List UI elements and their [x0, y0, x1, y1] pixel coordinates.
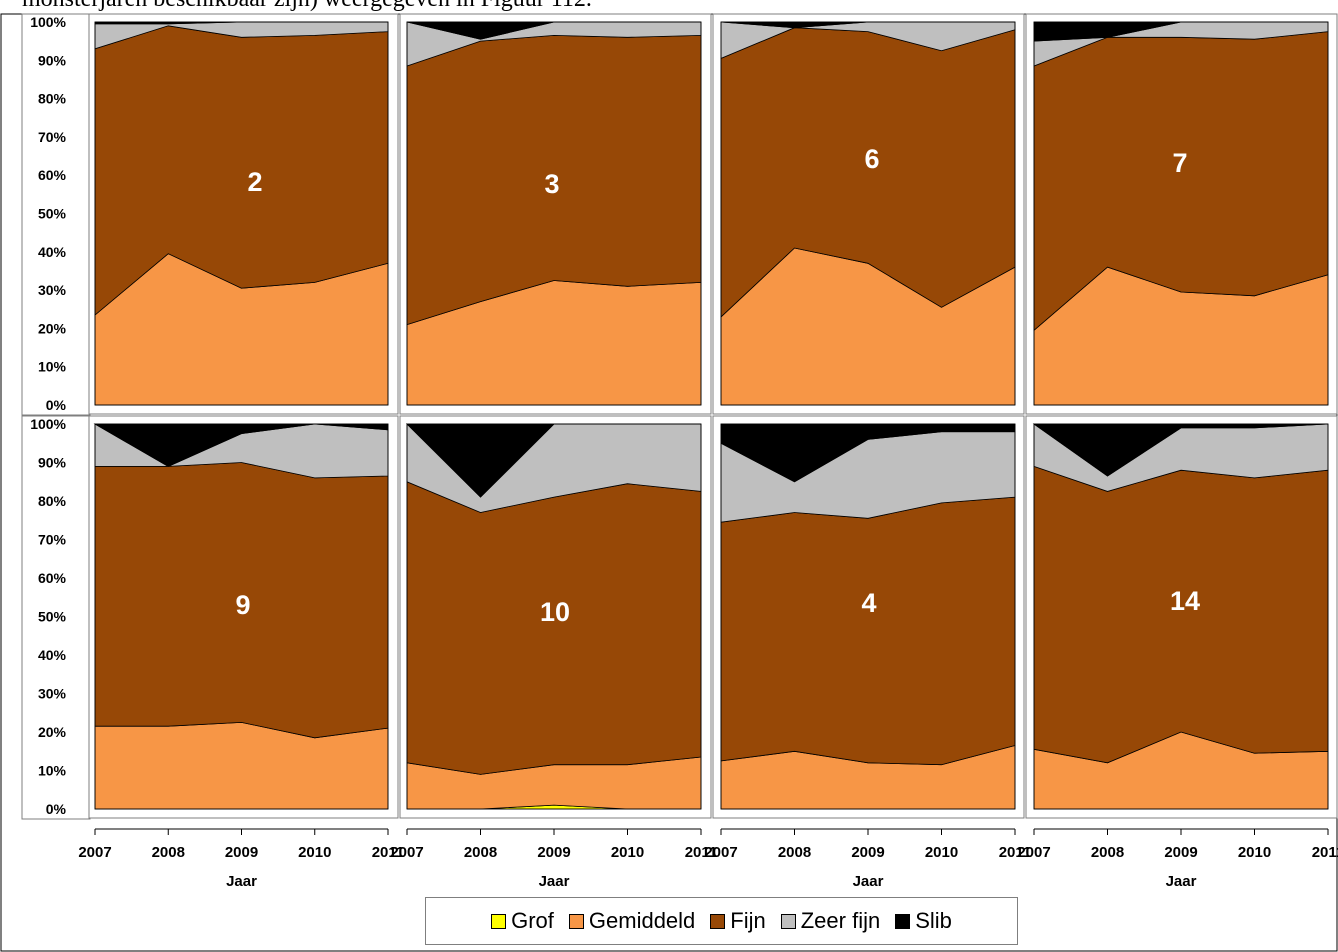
legend-item-fijn: Fijn	[710, 908, 766, 934]
plot-area-border	[720, 423, 1016, 810]
y-tick-label: 90%	[38, 52, 67, 68]
y-tick-label: 0%	[46, 801, 67, 817]
x-tick-label: 2007	[390, 844, 423, 861]
x-tick-label: 2010	[298, 844, 331, 861]
area-fijn	[94, 25, 389, 316]
legend-swatch-grof	[491, 913, 507, 929]
legend: Grof Gemiddeld Fijn Zeer fijn Slib	[425, 897, 1018, 945]
legend-item-zeer-fijn: Zeer fijn	[780, 908, 881, 934]
plot-area-border	[406, 423, 702, 810]
plot-area-border	[720, 21, 1016, 406]
panel-label: 2	[247, 167, 262, 197]
legend-item-gemiddeld: Gemiddeld	[568, 908, 696, 934]
plot-area-border	[1033, 21, 1329, 406]
y-tick-label: 10%	[38, 763, 67, 779]
x-tick-label: 2010	[925, 844, 958, 861]
y-tick-label: 80%	[38, 493, 67, 509]
x-axis-label: Jaar	[226, 873, 257, 890]
y-tick-label: 50%	[38, 206, 67, 222]
legend-label-fijn: Fijn	[730, 908, 766, 933]
y-tick-label: 80%	[38, 91, 67, 107]
x-tick-label: 2007	[78, 844, 111, 861]
x-tick-label: 2009	[1164, 844, 1197, 861]
header-text: monsterjaren beschikbaar zijn) weergegev…	[22, 0, 1322, 13]
x-tick-label: 2010	[1238, 844, 1271, 861]
y-tick-label: 100%	[30, 14, 66, 30]
legend-swatch-gemiddeld	[568, 913, 584, 929]
y-tick-label: 100%	[30, 416, 66, 432]
y-tick-label: 60%	[38, 570, 67, 586]
x-tick-label: 2008	[1091, 844, 1124, 861]
y-tick-label: 10%	[38, 359, 67, 375]
legend-label-slib: Slib	[915, 908, 952, 933]
plot-area-border	[94, 21, 389, 406]
panel-label: 9	[235, 590, 250, 620]
x-tick-label: 2011	[685, 844, 718, 861]
y-tick-label: 30%	[38, 282, 67, 298]
x-tick-label: 2009	[851, 844, 884, 861]
y-tick-label: 60%	[38, 167, 67, 183]
y-tick-label: 70%	[38, 129, 67, 145]
legend-item-grof: Grof	[491, 908, 554, 934]
plot-area-border	[406, 21, 702, 406]
x-axis-label: Jaar	[1166, 873, 1197, 890]
x-tick-label: 2010	[611, 844, 644, 861]
y-tick-label: 20%	[38, 724, 67, 740]
legend-label-gemiddeld: Gemiddeld	[588, 908, 696, 933]
legend-item-slib: Slib	[895, 908, 952, 934]
y-tick-label: 20%	[38, 320, 67, 336]
y-tick-label: 90%	[38, 455, 67, 471]
x-tick-label: 2011	[999, 844, 1032, 861]
legend-label-grof: Grof	[511, 908, 554, 933]
x-tick-label: 2008	[152, 844, 185, 861]
panel-label: 10	[540, 597, 570, 627]
y-tick-label: 70%	[38, 532, 67, 548]
x-axis-label: Jaar	[853, 873, 884, 890]
y-tick-label: 40%	[38, 244, 67, 260]
panel-label: 7	[1172, 148, 1187, 178]
area-fijn	[406, 481, 702, 775]
x-axis-label: Jaar	[539, 873, 570, 890]
legend-label-zeer-fijn: Zeer fijn	[800, 908, 881, 933]
panel-label: 3	[544, 169, 559, 199]
panel-label: 14	[1170, 586, 1200, 616]
panel-label: 4	[861, 588, 876, 618]
panel-label: 6	[864, 144, 879, 174]
x-tick-label: 2007	[1017, 844, 1050, 861]
legend-swatch-slib	[895, 913, 911, 929]
area-fijn	[720, 496, 1016, 766]
area-fijn	[1033, 31, 1329, 332]
x-tick-label: 2011	[372, 844, 405, 861]
legend-swatch-zeer-fijn	[780, 913, 796, 929]
x-tick-label: 2008	[778, 844, 811, 861]
area-gemiddeld	[94, 721, 389, 810]
x-tick-label: 2009	[225, 844, 258, 861]
plot-area-border	[94, 423, 389, 810]
y-tick-label: 0%	[46, 397, 67, 413]
y-tick-label: 50%	[38, 609, 67, 625]
x-tick-label: 2011	[1312, 844, 1338, 861]
x-tick-label: 2007	[704, 844, 737, 861]
x-tick-label: 2009	[537, 844, 570, 861]
y-tick-label: 30%	[38, 686, 67, 702]
x-tick-label: 2008	[464, 844, 497, 861]
y-tick-label: 40%	[38, 647, 67, 663]
plot-area-border	[1033, 423, 1329, 810]
legend-swatch-fijn	[710, 913, 726, 929]
